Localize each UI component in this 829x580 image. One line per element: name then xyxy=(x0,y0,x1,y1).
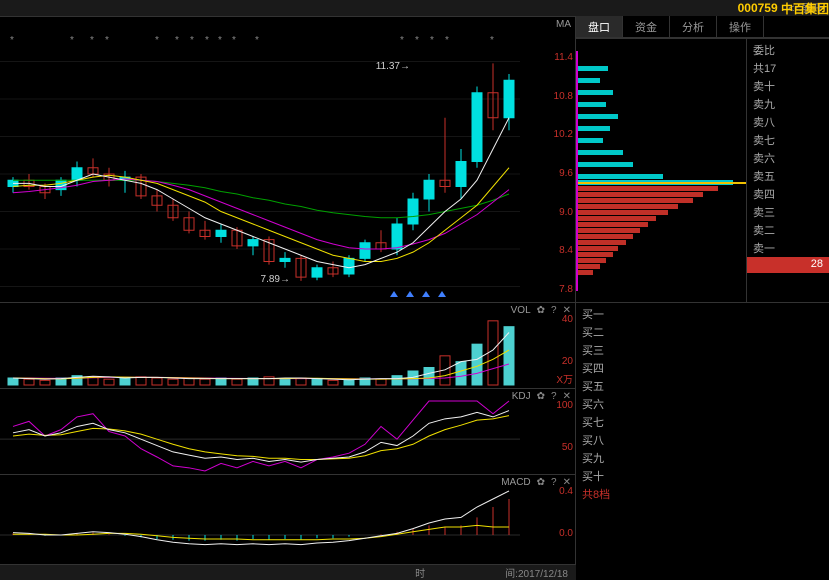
tab-pan[interactable]: 盘口 xyxy=(576,16,623,37)
close-icon[interactable]: ✕ xyxy=(563,305,571,316)
price-chart: 11.37→ 7.89→ xyxy=(0,17,540,303)
macd-chart xyxy=(0,475,540,565)
vol-unit: X万 xyxy=(556,371,573,386)
stock-name: 中百集团 xyxy=(781,0,829,17)
orderbook-row[interactable]: 委比 xyxy=(747,41,829,59)
ma-label: MA xyxy=(556,19,571,30)
svg-text:11.37→: 11.37→ xyxy=(376,61,410,72)
orderbook-row[interactable]: 买四 xyxy=(576,359,829,377)
gear-icon[interactable]: ✿ xyxy=(537,305,545,316)
volume-panel[interactable]: VOL ✿ ? ✕ 4020 X万 xyxy=(0,302,575,388)
orderbook-row[interactable]: 买十 xyxy=(576,467,829,485)
orderbook-row[interactable]: 买三 xyxy=(576,341,829,359)
close-icon[interactable]: ✕ xyxy=(563,477,571,488)
price-panel[interactable]: MA **************** 11.410.810.29.69.08.… xyxy=(0,16,575,302)
kdj-chart xyxy=(0,389,540,475)
tab-fenxi[interactable]: 分析 xyxy=(670,16,717,37)
kdj-panel[interactable]: KDJ ✿ ? ✕ 10050 xyxy=(0,388,575,474)
orderbook-row[interactable]: 买九 xyxy=(576,449,829,467)
tabs: 盘口资金分析操作 xyxy=(576,16,829,38)
tab-caozuo[interactable]: 操作 xyxy=(717,16,764,37)
orderbook-row[interactable]: 买六 xyxy=(576,395,829,413)
help-icon[interactable]: ? xyxy=(551,391,557,402)
orderbook-row[interactable]: 卖二 xyxy=(747,221,829,239)
volume-chart xyxy=(0,303,540,389)
vol-label: VOL xyxy=(511,305,531,316)
orderbook-row[interactable]: 卖五 xyxy=(747,167,829,185)
svg-text:7.89→: 7.89→ xyxy=(261,274,290,285)
orderbook-row[interactable]: 卖三 xyxy=(747,203,829,221)
orderbook-row[interactable]: 卖八 xyxy=(747,113,829,131)
vol-yaxis: 4020 xyxy=(562,311,573,371)
orderbook-row[interactable]: 买八 xyxy=(576,431,829,449)
orderbook-row[interactable]: 共17 xyxy=(747,59,829,77)
volume-profile-panel: 委比共17卖十卖九卖八卖七卖六卖五卖四卖三卖二卖一28 xyxy=(576,38,829,302)
stock-header: 000759 中百集团 xyxy=(728,0,829,16)
orderbook-row[interactable]: 卖十 xyxy=(747,77,829,95)
topbar: <<展开 xyxy=(0,0,829,16)
orderbook-row[interactable]: 卖六 xyxy=(747,149,829,167)
macd-panel[interactable]: MACD ✿ ? ✕ 0.40.0 xyxy=(0,474,575,564)
kdj-label: KDJ xyxy=(512,391,531,402)
volume-profile xyxy=(576,39,746,303)
help-icon[interactable]: ? xyxy=(551,305,557,316)
macd-yaxis: 0.40.0 xyxy=(559,483,573,543)
orderbook-mid: 28 xyxy=(747,257,829,273)
orderbook-row[interactable]: 卖七 xyxy=(747,131,829,149)
time-value: 间:2017/12/18 xyxy=(505,565,568,580)
orderbook-row[interactable]: 卖一 xyxy=(747,239,829,257)
stock-code: 000759 xyxy=(738,1,778,15)
help-icon[interactable]: ? xyxy=(551,477,557,488)
kdj-yaxis: 10050 xyxy=(556,397,573,457)
time-label: 时 xyxy=(415,565,425,580)
orderbook-row[interactable]: 买七 xyxy=(576,413,829,431)
orderbook-row[interactable]: 买一 xyxy=(576,305,829,323)
orderbook-upper: 委比共17卖十卖九卖八卖七卖六卖五卖四卖三卖二卖一28 xyxy=(746,39,829,302)
right-column: 盘口资金分析操作 委比共17卖十卖九卖八卖七卖六卖五卖四卖三卖二卖一28 买一买… xyxy=(576,16,829,580)
orderbook-row[interactable]: 卖四 xyxy=(747,185,829,203)
chart-column: MA **************** 11.410.810.29.69.08.… xyxy=(0,16,576,580)
close-icon[interactable]: ✕ xyxy=(563,391,571,402)
orderbook-row[interactable]: 卖九 xyxy=(747,95,829,113)
statusbar: 时 间:2017/12/18 xyxy=(0,564,576,580)
tab-zijin[interactable]: 资金 xyxy=(623,16,670,37)
macd-label: MACD xyxy=(501,477,530,488)
price-yaxis: 11.410.810.29.69.08.47.8 xyxy=(554,49,573,299)
orderbook-row[interactable]: 买五 xyxy=(576,377,829,395)
orderbook-lower: 买一买二买三买四买五买六买七买八买九买十共8档 xyxy=(576,302,829,580)
gear-icon[interactable]: ✿ xyxy=(537,391,545,402)
gear-icon[interactable]: ✿ xyxy=(537,477,545,488)
orderbook-row[interactable]: 买二 xyxy=(576,323,829,341)
